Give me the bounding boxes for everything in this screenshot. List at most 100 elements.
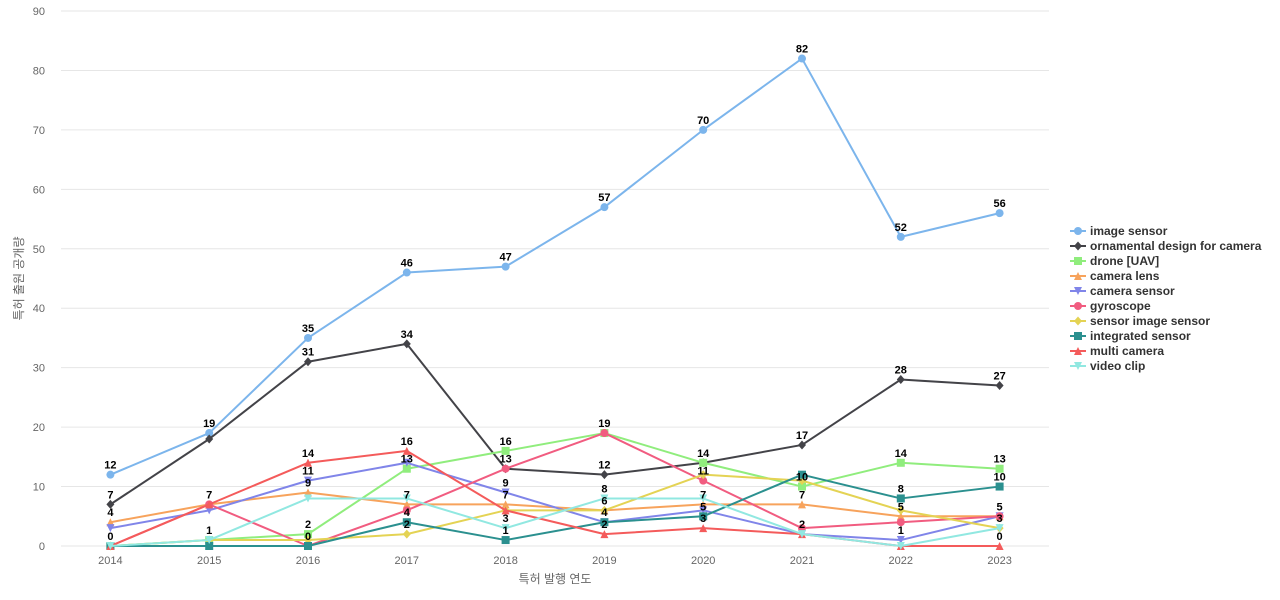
legend-item-integrated-sensor[interactable]: integrated sensor — [1070, 329, 1191, 343]
data-point-multi-camera[interactable] — [995, 542, 1004, 550]
data-point-image-sensor[interactable] — [501, 262, 510, 271]
data-point-video-clip[interactable] — [699, 494, 708, 503]
data-point-multi-camera[interactable] — [600, 530, 609, 539]
data-point-gyroscope[interactable] — [896, 518, 905, 527]
legend-marker-drone-uav — [1074, 257, 1082, 265]
data-point-drone-uav[interactable] — [304, 530, 312, 539]
data-point-integrated-sensor[interactable] — [600, 518, 609, 527]
data-point-video-clip[interactable] — [798, 530, 806, 539]
data-point-image-sensor[interactable] — [798, 54, 806, 63]
data-point-video-clip[interactable] — [304, 494, 312, 503]
data-point-sensor-image-sensor[interactable] — [600, 505, 609, 515]
data-point-ornamental-design-for-camera[interactable] — [205, 434, 214, 444]
data-point-image-sensor[interactable] — [304, 333, 312, 342]
data-point-image-sensor[interactable] — [699, 125, 708, 134]
data-point-integrated-sensor[interactable] — [699, 512, 708, 521]
legend-item-ornamental-design-for-camera[interactable]: ornamental design for camera — [1070, 239, 1262, 253]
data-point-gyroscope[interactable] — [995, 512, 1004, 521]
legend-item-gyroscope[interactable]: gyroscope — [1070, 299, 1151, 313]
data-point-video-clip[interactable] — [600, 494, 609, 503]
data-point-camera-sensor[interactable] — [896, 536, 905, 545]
data-point-integrated-sensor[interactable] — [798, 470, 806, 479]
data-point-integrated-sensor[interactable] — [995, 482, 1004, 491]
legend-item-image-sensor[interactable]: image sensor — [1070, 224, 1168, 238]
data-point-image-sensor[interactable] — [995, 209, 1004, 218]
data-point-multi-camera[interactable] — [205, 500, 214, 509]
data-point-drone-uav[interactable] — [699, 458, 708, 467]
data-label: 35 — [302, 323, 314, 335]
data-point-image-sensor[interactable] — [600, 203, 609, 212]
data-point-sensor-image-sensor[interactable] — [896, 505, 905, 515]
legend-marker-integrated-sensor — [1074, 332, 1082, 340]
data-point-integrated-sensor[interactable] — [205, 542, 214, 550]
data-labels: 1274019713531141192046341613742471613973… — [104, 44, 1005, 543]
data-point-gyroscope[interactable] — [699, 476, 708, 485]
data-point-ornamental-design-for-camera[interactable] — [798, 440, 806, 450]
data-point-drone-uav[interactable] — [798, 482, 806, 491]
data-point-ornamental-design-for-camera[interactable] — [995, 381, 1004, 390]
data-point-video-clip[interactable] — [402, 494, 411, 503]
data-point-camera-sensor[interactable] — [699, 506, 708, 515]
data-label: 31 — [302, 347, 314, 359]
legend-item-camera-lens[interactable]: camera lens — [1070, 269, 1160, 283]
data-point-integrated-sensor[interactable] — [304, 542, 312, 550]
data-point-camera-sensor[interactable] — [501, 488, 510, 497]
data-label: 7 — [700, 489, 706, 501]
data-point-video-clip[interactable] — [896, 542, 905, 550]
data-label: 8 — [601, 483, 607, 495]
data-point-ornamental-design-for-camera[interactable] — [402, 339, 411, 349]
data-label: 16 — [499, 436, 511, 448]
series-line-image-sensor — [110, 57, 1000, 476]
data-point-multi-camera[interactable] — [304, 458, 312, 467]
data-label: 0 — [107, 531, 113, 543]
series-multi-camera — [106, 446, 1004, 550]
legend-item-drone-uav[interactable]: drone [UAV] — [1070, 254, 1159, 268]
data-point-camera-lens[interactable] — [402, 500, 411, 509]
data-label: 9 — [503, 478, 509, 490]
data-point-gyroscope[interactable] — [402, 506, 411, 515]
data-point-video-clip[interactable] — [205, 536, 214, 545]
legend-item-video-clip[interactable]: video clip — [1070, 359, 1145, 373]
data-point-multi-camera[interactable] — [402, 446, 411, 455]
data-point-camera-lens[interactable] — [501, 500, 510, 509]
data-point-drone-uav[interactable] — [995, 464, 1004, 473]
data-point-image-sensor[interactable] — [402, 268, 411, 277]
data-point-ornamental-design-for-camera[interactable] — [600, 470, 609, 480]
legend-item-sensor-image-sensor[interactable]: sensor image sensor — [1070, 314, 1210, 328]
data-point-gyroscope[interactable] — [600, 429, 609, 438]
data-point-drone-uav[interactable] — [501, 446, 510, 455]
data-point-multi-camera[interactable] — [501, 506, 510, 515]
data-point-sensor-image-sensor[interactable] — [699, 470, 708, 480]
data-point-gyroscope[interactable] — [501, 464, 510, 473]
data-point-camera-sensor[interactable] — [106, 524, 115, 533]
data-point-integrated-sensor[interactable] — [896, 494, 905, 503]
data-point-video-clip[interactable] — [995, 524, 1004, 533]
data-point-ornamental-design-for-camera[interactable] — [106, 499, 115, 509]
data-point-image-sensor[interactable] — [896, 232, 905, 241]
x-tick-label: 2020 — [691, 555, 715, 567]
data-point-camera-sensor[interactable] — [304, 476, 312, 485]
data-point-camera-lens[interactable] — [896, 512, 905, 521]
data-point-integrated-sensor[interactable] — [402, 518, 411, 527]
data-point-multi-camera[interactable] — [699, 524, 708, 533]
data-point-video-clip[interactable] — [501, 524, 510, 533]
data-point-drone-uav[interactable] — [402, 464, 411, 473]
data-point-video-clip[interactable] — [106, 542, 115, 550]
data-point-ornamental-design-for-camera[interactable] — [896, 375, 905, 385]
data-point-drone-uav[interactable] — [896, 458, 905, 467]
data-point-sensor-image-sensor[interactable] — [402, 529, 411, 539]
series-line-gyroscope — [110, 432, 1000, 547]
data-point-camera-lens[interactable] — [798, 500, 806, 509]
series-line-drone-uav — [110, 432, 1000, 547]
data-point-image-sensor[interactable] — [205, 429, 214, 438]
data-label: 8 — [898, 483, 904, 495]
data-point-camera-sensor[interactable] — [402, 458, 411, 467]
data-point-image-sensor[interactable] — [106, 470, 115, 479]
data-point-integrated-sensor[interactable] — [501, 536, 510, 545]
legend-item-camera-sensor[interactable]: camera sensor — [1070, 284, 1175, 298]
data-point-ornamental-design-for-camera[interactable] — [304, 357, 312, 367]
data-label: 14 — [697, 448, 710, 460]
y-tick-label: 30 — [33, 363, 45, 375]
legend-item-multi-camera[interactable]: multi camera — [1070, 344, 1164, 358]
